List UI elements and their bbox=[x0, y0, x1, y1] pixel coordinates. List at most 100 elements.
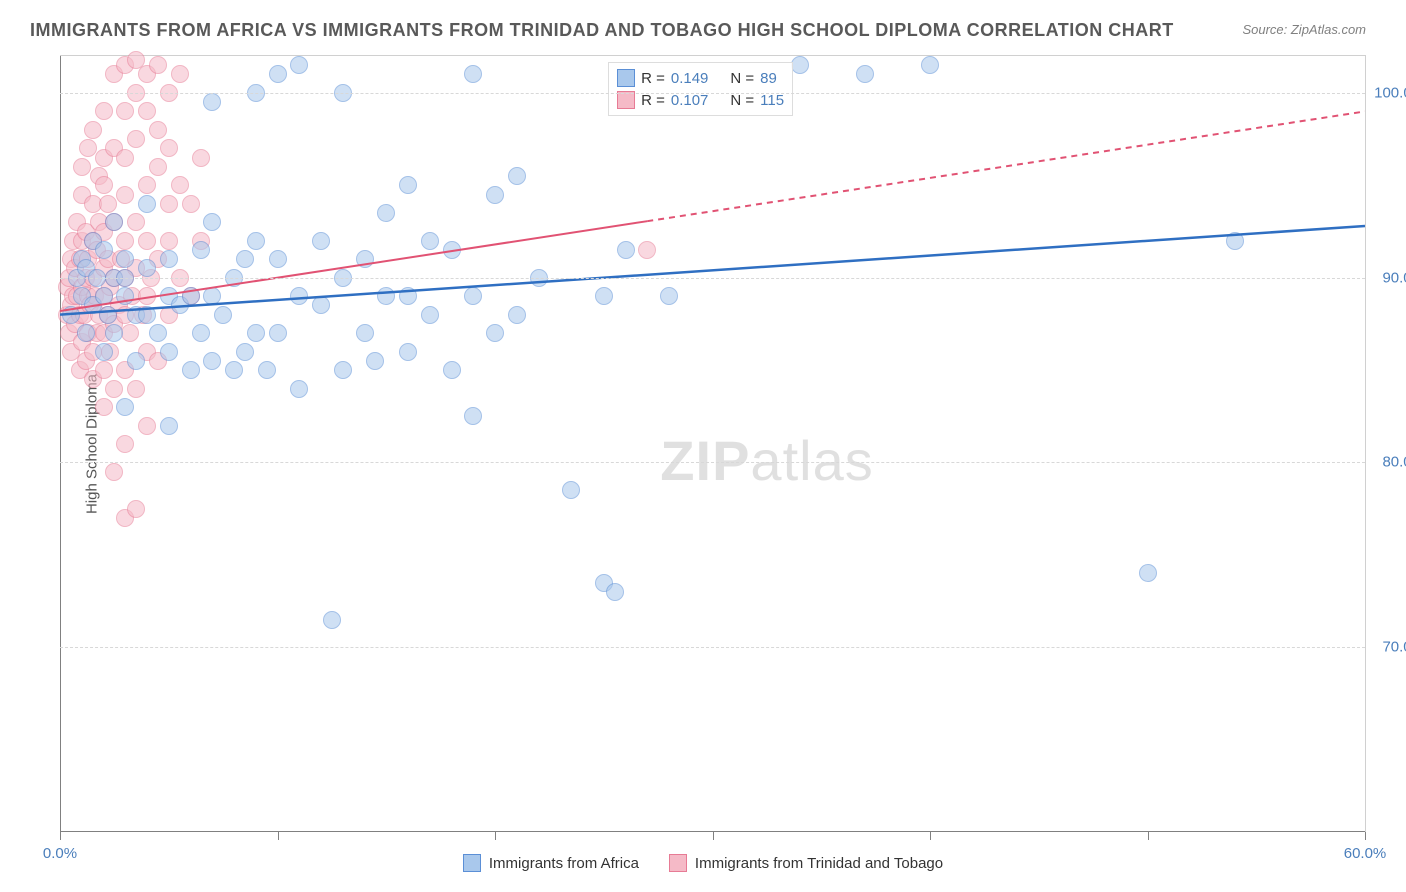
scatter-point bbox=[312, 296, 330, 314]
scatter-point bbox=[116, 287, 134, 305]
scatter-point bbox=[269, 250, 287, 268]
scatter-point bbox=[617, 241, 635, 259]
scatter-point bbox=[203, 93, 221, 111]
scatter-point bbox=[660, 287, 678, 305]
scatter-point bbox=[127, 213, 145, 231]
scatter-point bbox=[356, 250, 374, 268]
scatter-point bbox=[182, 287, 200, 305]
y-tick-label: 100.0% bbox=[1374, 84, 1406, 101]
scatter-point bbox=[595, 287, 613, 305]
chart-title: IMMIGRANTS FROM AFRICA VS IMMIGRANTS FRO… bbox=[30, 20, 1376, 41]
scatter-point bbox=[791, 56, 809, 74]
scatter-point bbox=[95, 398, 113, 416]
scatter-point bbox=[95, 102, 113, 120]
scatter-point bbox=[192, 241, 210, 259]
scatter-point bbox=[258, 361, 276, 379]
x-tick bbox=[1365, 832, 1366, 840]
y-tick-label: 70.0% bbox=[1382, 639, 1406, 656]
swatch-africa bbox=[617, 69, 635, 87]
scatter-point bbox=[921, 56, 939, 74]
scatter-point bbox=[508, 306, 526, 324]
scatter-point bbox=[149, 158, 167, 176]
scatter-point bbox=[334, 361, 352, 379]
plot-inner bbox=[60, 56, 1365, 832]
scatter-point bbox=[323, 611, 341, 629]
legend-row-africa: R = 0.149 N = 89 bbox=[617, 67, 784, 89]
scatter-point bbox=[160, 139, 178, 157]
scatter-point bbox=[638, 241, 656, 259]
scatter-point bbox=[95, 343, 113, 361]
scatter-point bbox=[399, 343, 417, 361]
scatter-point bbox=[269, 65, 287, 83]
swatch-trinidad-icon bbox=[669, 854, 687, 872]
scatter-point bbox=[443, 241, 461, 259]
scatter-point bbox=[192, 149, 210, 167]
scatter-point bbox=[203, 213, 221, 231]
x-tick bbox=[1148, 832, 1149, 840]
gridline bbox=[60, 647, 1365, 648]
scatter-point bbox=[105, 324, 123, 342]
scatter-point bbox=[290, 380, 308, 398]
scatter-point bbox=[236, 250, 254, 268]
scatter-point bbox=[236, 343, 254, 361]
scatter-point bbox=[1226, 232, 1244, 250]
scatter-point bbox=[116, 149, 134, 167]
x-tick bbox=[713, 832, 714, 840]
scatter-point bbox=[95, 361, 113, 379]
y-tick-label: 80.0% bbox=[1382, 454, 1406, 471]
scatter-point bbox=[464, 407, 482, 425]
scatter-point bbox=[105, 213, 123, 231]
scatter-point bbox=[149, 324, 167, 342]
scatter-point bbox=[105, 380, 123, 398]
scatter-point bbox=[182, 361, 200, 379]
legend-label: Immigrants from Trinidad and Tobago bbox=[695, 855, 943, 872]
scatter-point bbox=[99, 195, 117, 213]
scatter-point bbox=[95, 176, 113, 194]
source-label: Source: ZipAtlas.com bbox=[1242, 22, 1366, 37]
scatter-point bbox=[160, 195, 178, 213]
scatter-point bbox=[366, 352, 384, 370]
y-tick-label: 90.0% bbox=[1382, 269, 1406, 286]
x-tick bbox=[495, 832, 496, 840]
scatter-point bbox=[127, 352, 145, 370]
x-tick bbox=[930, 832, 931, 840]
scatter-point bbox=[214, 306, 232, 324]
scatter-point bbox=[95, 287, 113, 305]
scatter-point bbox=[290, 56, 308, 74]
scatter-point bbox=[138, 306, 156, 324]
scatter-point bbox=[116, 186, 134, 204]
scatter-point bbox=[62, 306, 80, 324]
scatter-point bbox=[127, 500, 145, 518]
legend-bottom: Immigrants from Africa Immigrants from T… bbox=[0, 854, 1406, 872]
plot-area: High School Diploma ZIPatlas R = 0.149 N… bbox=[60, 55, 1366, 832]
scatter-point bbox=[149, 56, 167, 74]
chart-container: IMMIGRANTS FROM AFRICA VS IMMIGRANTS FRO… bbox=[0, 0, 1406, 892]
scatter-point bbox=[160, 417, 178, 435]
scatter-point bbox=[138, 417, 156, 435]
scatter-point bbox=[1139, 564, 1157, 582]
scatter-point bbox=[127, 130, 145, 148]
scatter-point bbox=[247, 324, 265, 342]
scatter-point bbox=[203, 287, 221, 305]
scatter-point bbox=[160, 250, 178, 268]
scatter-point bbox=[138, 176, 156, 194]
scatter-point bbox=[464, 65, 482, 83]
scatter-point bbox=[138, 287, 156, 305]
scatter-point bbox=[421, 232, 439, 250]
scatter-point bbox=[464, 287, 482, 305]
scatter-point bbox=[247, 232, 265, 250]
scatter-point bbox=[138, 102, 156, 120]
scatter-point bbox=[421, 306, 439, 324]
scatter-point bbox=[562, 481, 580, 499]
scatter-point bbox=[508, 167, 526, 185]
gridline bbox=[60, 462, 1365, 463]
scatter-point bbox=[99, 306, 117, 324]
gridline bbox=[60, 278, 1365, 279]
scatter-point bbox=[149, 121, 167, 139]
scatter-point bbox=[105, 463, 123, 481]
scatter-point bbox=[203, 352, 221, 370]
scatter-point bbox=[127, 380, 145, 398]
scatter-point bbox=[160, 343, 178, 361]
scatter-point bbox=[160, 232, 178, 250]
scatter-point bbox=[443, 361, 461, 379]
